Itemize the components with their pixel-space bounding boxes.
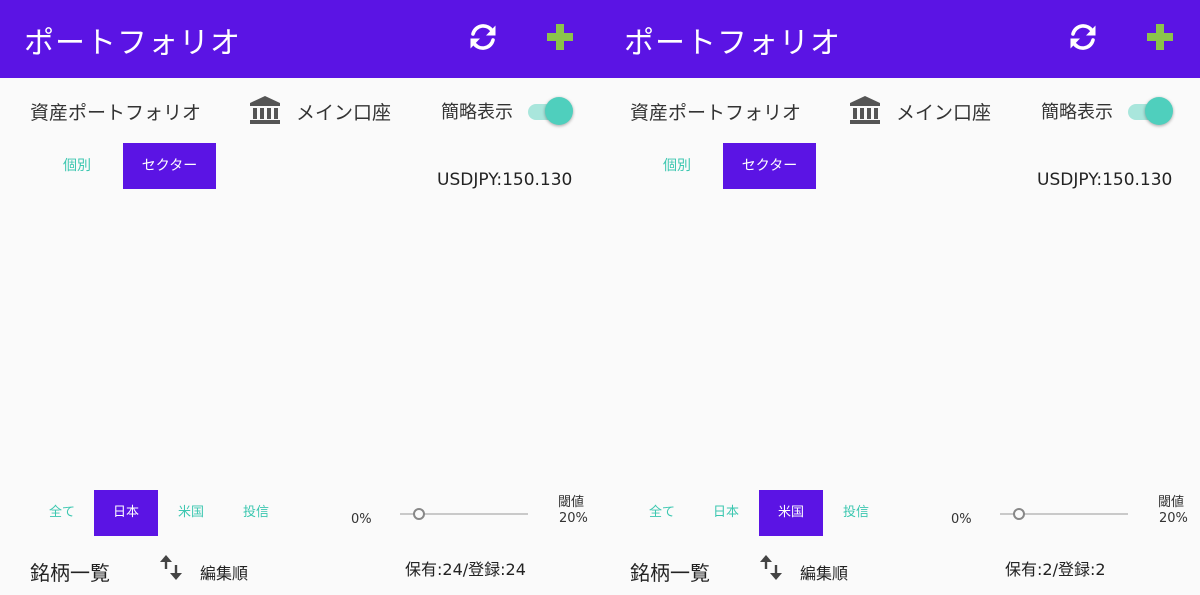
- sort-arrows-icon[interactable]: [758, 553, 784, 583]
- threshold-slider[interactable]: [400, 505, 530, 523]
- filter-all[interactable]: 全て: [48, 505, 75, 520]
- portfolio-screen-us: ポートフォリオ 米国株評価額5,902,140円59.1 %ETF40.9 %生…: [600, 0, 1200, 595]
- tab-sector[interactable]: セクター: [123, 143, 216, 189]
- donut-svg: [600, 190, 1200, 490]
- app-bar: ポートフォリオ 米国株評価額5,902,140円59.1 %ETF40.9 %生…: [600, 0, 1200, 142]
- threshold-slider[interactable]: [1000, 505, 1130, 523]
- bank-icon[interactable]: [848, 93, 882, 127]
- stock-list-title: 銘柄一覧: [30, 561, 110, 585]
- threshold-value: 20%: [559, 511, 588, 526]
- compact-view-toggle[interactable]: [1125, 97, 1173, 125]
- app-bar: ポートフォリオ 日本株評価額9,132,141円10.4 %非鉄金属26.8 %…: [0, 0, 600, 277]
- sort-arrows-icon[interactable]: [158, 553, 184, 583]
- refresh-icon[interactable]: 米国株評価額5,902,140円59.1 %ETF40.9 %生活必需品: [1066, 20, 1200, 142]
- filter-fund[interactable]: 投信: [842, 505, 869, 520]
- threshold-value: 20%: [1159, 511, 1188, 526]
- filter-us[interactable]: 米国: [177, 505, 204, 520]
- section-title: 資産ポートフォリオ: [30, 102, 202, 124]
- fx-rate: USDJPY:150.130: [437, 170, 573, 190]
- refresh-icon[interactable]: 日本株評価額9,132,141円10.4 %非鉄金属26.8 %REIT9.2 …: [466, 20, 600, 277]
- toggle-knob: [1145, 97, 1173, 125]
- filter-us[interactable]: 米国: [759, 490, 823, 536]
- compact-view-label: 簡略表示: [1041, 102, 1113, 123]
- section-title: 資産ポートフォリオ: [630, 102, 802, 124]
- account-selector[interactable]: メイン口座: [296, 102, 392, 124]
- threshold-min-label: 0%: [351, 512, 372, 527]
- app-title: ポートフォリオ: [624, 26, 841, 61]
- filter-japan[interactable]: 日本: [94, 490, 158, 536]
- threshold-min-label: 0%: [951, 512, 972, 527]
- slider-track: [400, 513, 528, 515]
- donut-svg: [0, 190, 600, 490]
- fx-rate: USDJPY:150.130: [1037, 170, 1173, 190]
- sort-order-label[interactable]: 編集順: [800, 564, 849, 583]
- sort-order-label[interactable]: 編集順: [200, 564, 249, 583]
- portfolio-header-row: 資産ポートフォリオ メイン口座 簡略表示: [0, 92, 600, 128]
- slider-thumb[interactable]: [413, 508, 425, 520]
- tab-sector[interactable]: セクター: [723, 143, 816, 189]
- sector-donut-chart: [0, 190, 600, 490]
- plus-icon[interactable]: [1143, 20, 1177, 54]
- filter-japan[interactable]: 日本: [712, 505, 739, 520]
- filter-all[interactable]: 全て: [648, 505, 675, 520]
- tab-individual[interactable]: 個別: [663, 158, 691, 174]
- holdings-count: 保有:24/登録:24: [405, 560, 526, 579]
- compact-view-label: 簡略表示: [441, 102, 513, 123]
- sector-donut-chart: [600, 190, 1200, 490]
- app-title: ポートフォリオ: [24, 26, 241, 61]
- plus-icon[interactable]: [543, 20, 577, 54]
- slider-thumb[interactable]: [1013, 508, 1025, 520]
- account-selector[interactable]: メイン口座: [896, 102, 992, 124]
- portfolio-screen-japan: ポートフォリオ 日本株評価額9,132,141円10.4 %非鉄金属26.8 %…: [0, 0, 600, 585]
- bank-icon[interactable]: [248, 93, 282, 127]
- threshold-label: 閾値: [1158, 495, 1185, 510]
- compact-view-toggle[interactable]: [525, 97, 573, 125]
- portfolio-header-row: 資産ポートフォリオ メイン口座 簡略表示: [600, 92, 1200, 128]
- tab-individual[interactable]: 個別: [63, 158, 91, 174]
- filter-fund[interactable]: 投信: [242, 505, 269, 520]
- holdings-count: 保有:2/登録:2: [1005, 560, 1106, 579]
- slider-track: [1000, 513, 1128, 515]
- stock-list-title: 銘柄一覧: [630, 561, 710, 585]
- toggle-knob: [545, 97, 573, 125]
- threshold-label: 閾値: [558, 495, 585, 510]
